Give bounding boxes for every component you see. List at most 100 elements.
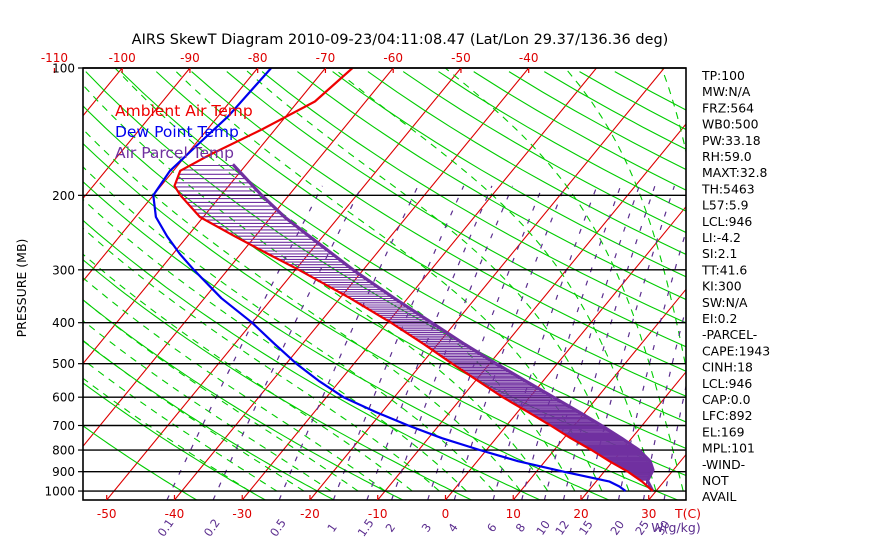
stat-line: TH:5463 xyxy=(701,181,755,196)
moist-adiabat xyxy=(114,68,576,492)
pressure-tick-label: 800 xyxy=(52,444,75,458)
mixing-ratio-line xyxy=(212,185,363,500)
top-temp-tick-label: -100 xyxy=(109,51,136,65)
mixing-ratio-tick-label: 2 xyxy=(382,521,398,535)
air-parcel-temp-curve xyxy=(231,163,655,492)
mixing-axis-label: W(g/kg) xyxy=(651,520,700,535)
mixing-ratio-tick-label: 6 xyxy=(484,521,500,535)
isotherm xyxy=(174,68,530,500)
stat-line: PW:33.18 xyxy=(702,133,761,148)
stat-line: L57:5.9 xyxy=(702,198,749,213)
top-temp-tick-label: -110 xyxy=(41,51,68,65)
mixing-ratio-line xyxy=(332,185,465,500)
stat-line: AVAIL xyxy=(702,489,736,504)
top-temp-tick-label: -50 xyxy=(451,51,471,65)
pressure-tick-label: 500 xyxy=(52,357,75,371)
moist-adiabat xyxy=(83,166,494,492)
bottom-temp-tick-label: 0 xyxy=(442,507,450,521)
dew-point-temp-curve xyxy=(152,68,627,492)
moist-adiabat xyxy=(83,358,277,492)
legend: Ambient Air Temp Dew Point Temp Air Parcel… xyxy=(115,102,253,162)
moist-adiabat xyxy=(83,277,386,492)
legend-item-3: Air Parcel Temp xyxy=(115,144,234,162)
bottom-temp-tick-label: -30 xyxy=(232,507,252,521)
stat-line: WB0:500 xyxy=(702,117,759,132)
dry-adiabat xyxy=(83,425,197,500)
stat-line: NOT xyxy=(702,473,729,488)
legend-item-2: Dew Point Temp xyxy=(115,123,239,141)
mixing-ratio-line xyxy=(366,185,493,500)
stat-line: RH:59.0 xyxy=(702,149,752,164)
top-temp-tick-label: -70 xyxy=(316,51,336,65)
stat-line: CINH:18 xyxy=(702,360,753,375)
pressure-tick-label: 400 xyxy=(52,316,75,330)
ambient-air-temp-curve xyxy=(173,68,654,492)
dry-adiabat xyxy=(508,71,686,171)
dry-adiabat xyxy=(297,71,686,301)
moist-adiabat xyxy=(564,68,686,371)
isotherm xyxy=(309,68,665,500)
dry-adiabat xyxy=(191,71,686,372)
mixing-ratio-tick-label: 0.5 xyxy=(267,516,289,539)
stat-line: -PARCEL- xyxy=(702,327,757,342)
pressure-tick-label: 1000 xyxy=(44,485,75,499)
stat-line: LI:-4.2 xyxy=(702,230,741,245)
mixing-ratio-line xyxy=(543,185,640,500)
plot-frame xyxy=(53,67,687,501)
mixing-ratio-line xyxy=(391,185,514,500)
isotherm xyxy=(83,68,326,365)
pressure-tick-label: 700 xyxy=(52,419,75,433)
pressure-tick-label: 300 xyxy=(52,263,75,277)
mixing-ratio-tick-label: 15 xyxy=(576,518,596,538)
stat-line: SI:2.1 xyxy=(702,246,737,261)
mixing-ratio-line xyxy=(562,185,656,500)
stat-line: SW:N/A xyxy=(702,295,748,310)
moist-adiabat xyxy=(83,299,359,492)
top-temp-tick-label: -40 xyxy=(519,51,539,65)
isotherm xyxy=(83,68,259,282)
stat-line: TP:100 xyxy=(701,68,745,83)
mixing-ratio-tick-label: 12 xyxy=(552,518,572,538)
plot-border xyxy=(82,67,687,501)
mixing-ratio-line xyxy=(586,185,675,500)
mixing-ratio-tick-label: 3 xyxy=(419,521,435,535)
dry-adiabat xyxy=(83,382,266,500)
bottom-temp-tick-label: 10 xyxy=(506,507,521,521)
stat-line: KI:300 xyxy=(702,279,742,294)
mixing-ratio-tick-label: 20 xyxy=(607,518,627,538)
stat-line: MAXT:32.8 xyxy=(702,165,768,180)
moist-adiabat xyxy=(83,377,250,492)
bottom-temp-tick-label: -20 xyxy=(300,507,320,521)
moist-adiabat xyxy=(83,128,522,492)
axis-labels: AIRS SkewT Diagram 2010-09-23/04:11:08.4… xyxy=(0,32,701,539)
mixing-ratio-tick-label: 30 xyxy=(653,518,673,538)
stat-line: EI:0.2 xyxy=(702,311,737,326)
moist-adiabat xyxy=(172,68,603,492)
dry-adiabat xyxy=(83,259,472,500)
mixing-ratio-line xyxy=(278,185,419,500)
moist-adiabat xyxy=(83,253,413,492)
dry-adiabat xyxy=(83,219,541,500)
isotherm xyxy=(83,68,394,448)
mixing-ratio-tick-label: 4 xyxy=(445,521,461,535)
pressure-tick-label: 100 xyxy=(52,62,75,76)
moist-adiabat xyxy=(444,68,684,492)
dry-adiabat xyxy=(261,71,686,324)
pressure-tick-label: 900 xyxy=(52,465,75,479)
mixing-ratio-line xyxy=(492,185,598,500)
dry-adiabat xyxy=(83,180,610,500)
dry-adiabat xyxy=(120,71,686,423)
pressure-tick-label: 600 xyxy=(52,391,75,405)
stat-line: CAP:0.0 xyxy=(702,392,751,407)
page-title: AIRS SkewT Diagram 2010-09-23/04:11:08.4… xyxy=(132,32,669,48)
moist-adiabat xyxy=(83,319,332,492)
bottom-temp-tick-label: -50 xyxy=(97,507,117,521)
mixing-ratio-tick-label: 0.2 xyxy=(201,516,223,539)
profile-curves xyxy=(152,68,655,492)
cape-hatch-region xyxy=(175,164,653,481)
stat-line: LCL:946 xyxy=(702,214,752,229)
bottom-temp-tick-label: 20 xyxy=(573,507,588,521)
mixing-ratio-tick-label: 10 xyxy=(533,518,553,538)
